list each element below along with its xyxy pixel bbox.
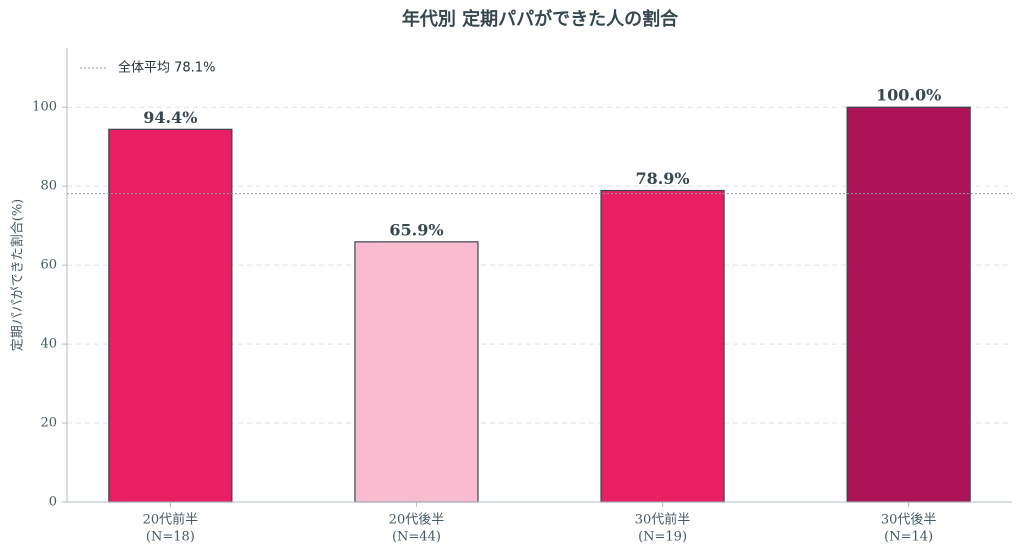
y-tick-label: 60 [40,258,57,273]
bar [600,189,725,503]
x-tick-label: 20代前半 [143,512,199,528]
x-tick-label: 20代後半 [389,513,445,528]
value-label: 78.9% [635,169,689,188]
y-tick-label: 100 [32,100,57,115]
y-tick-label: 20 [40,416,57,431]
value-label: 65.9% [389,220,443,239]
bar [846,106,971,503]
chart-title: 年代別 定期パパができた人の割合 [402,8,679,30]
y-tick-label: 40 [40,337,57,352]
x-tick-label: 30代後半 [881,513,937,528]
x-tick-label: 30代前半 [635,512,691,528]
bar [354,241,479,503]
y-tick-label: 80 [40,179,57,194]
y-tick-label: 0 [49,495,57,510]
y-axis-label: 定期パパができた割合(%) [10,199,26,352]
x-tick-sublabel: (N=18) [146,530,195,545]
x-tick-sublabel: (N=19) [638,530,687,545]
legend-label: 全体平均 78.1% [118,60,215,76]
x-tick-sublabel: (N=44) [392,530,441,545]
bar [108,128,233,503]
value-label: 100.0% [876,86,941,105]
value-label: 94.4% [143,108,197,127]
x-tick-sublabel: (N=14) [884,530,933,545]
